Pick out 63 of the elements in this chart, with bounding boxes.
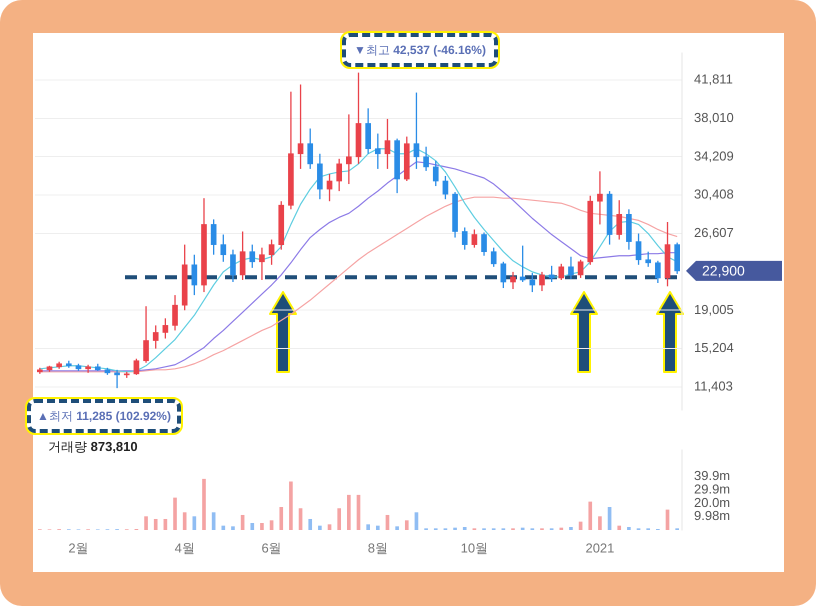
bar	[279, 506, 284, 530]
bar	[376, 526, 380, 530]
bar	[414, 512, 418, 530]
y-tick-label: 41,811	[694, 72, 733, 87]
bar	[617, 526, 622, 530]
y-tick-label: 39.9m	[694, 468, 730, 484]
candlestick	[326, 173, 332, 202]
candlestick	[539, 271, 545, 292]
bar	[395, 526, 399, 530]
bar	[569, 526, 573, 530]
y-tick-label: 26,607	[694, 225, 734, 240]
x-tick-label: 2월	[68, 540, 89, 556]
bar	[260, 522, 264, 530]
x-tick-label: 4월	[174, 540, 195, 556]
annotation: ▼최고 42,537 (-46.16%)	[354, 43, 486, 57]
bar	[366, 524, 370, 530]
x-tick-label: 2021	[585, 540, 614, 556]
bar	[462, 526, 467, 530]
bar	[231, 526, 235, 530]
bar	[289, 482, 293, 530]
bar	[578, 522, 582, 530]
x-tick-label: 10월	[460, 540, 488, 556]
bar	[154, 518, 158, 530]
x-tick-label: 6월	[261, 540, 282, 556]
y-tick-label: 19,005	[694, 302, 734, 317]
bar	[164, 518, 168, 530]
bar	[144, 516, 148, 530]
y-tick-label: 34,209	[694, 148, 734, 164]
bar	[356, 494, 360, 530]
bar	[386, 514, 390, 530]
bar	[347, 494, 351, 530]
y-tick-label: 11,403	[694, 378, 733, 394]
bar	[328, 524, 332, 530]
bar	[202, 478, 206, 530]
bar	[250, 522, 254, 530]
bar	[627, 526, 631, 530]
y-tick-label: 38,010	[694, 110, 734, 125]
bar	[404, 520, 409, 530]
x-tick-label: 8월	[368, 540, 388, 556]
chart-title: 거래량 873,810	[48, 438, 138, 456]
annotation: ▲최저 11,285 (102.92%)	[37, 409, 171, 423]
bar	[588, 502, 592, 530]
bar	[173, 498, 177, 530]
y-tick-label: 15,204	[694, 340, 734, 356]
bar	[666, 510, 670, 530]
bar	[598, 516, 602, 530]
bar	[337, 508, 342, 530]
bar	[240, 514, 244, 530]
y-tick-label: 20.0m	[694, 494, 730, 510]
y-tick-label: 30,408	[694, 186, 734, 202]
text: 22,900	[702, 262, 746, 279]
bar	[212, 512, 216, 530]
y-tick-label: 29.9m	[694, 482, 730, 497]
candlestick	[510, 271, 516, 290]
bar	[270, 520, 274, 530]
bar	[608, 506, 612, 530]
bar	[318, 526, 322, 530]
bar	[308, 518, 312, 530]
bar	[298, 508, 302, 530]
bar	[182, 512, 187, 530]
bar	[221, 526, 226, 530]
y-tick-label: 9.98m	[694, 508, 730, 524]
bar	[192, 516, 196, 530]
